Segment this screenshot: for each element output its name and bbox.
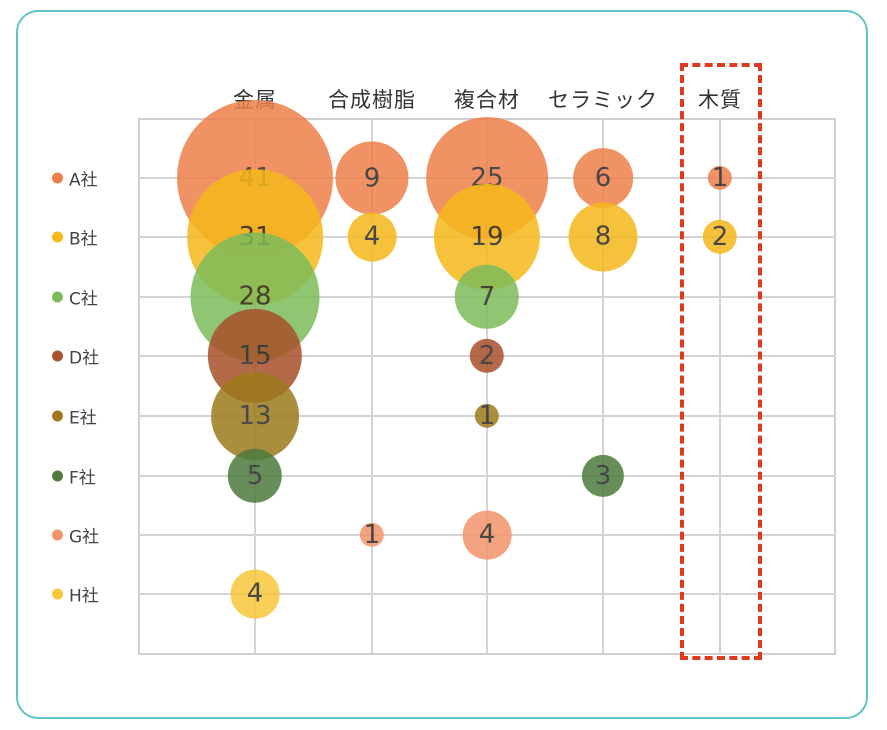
bubble: 3: [581, 454, 625, 498]
bubble: 1: [359, 520, 385, 551]
bubble: 1: [707, 163, 733, 194]
legend-item: B社: [52, 225, 98, 250]
bubble-value: 15: [238, 341, 272, 371]
bubble-value: 2: [478, 340, 496, 371]
legend-label: B社: [69, 229, 98, 250]
grid-hline: [138, 475, 836, 477]
bubble-value: 4: [363, 222, 381, 252]
grid-hline: [138, 593, 836, 595]
bubble: 4: [462, 510, 512, 560]
bubble-value: 1: [478, 401, 496, 432]
grid-vline: [486, 118, 488, 655]
legend-item: C社: [52, 285, 98, 310]
legend-label: H社: [69, 586, 99, 607]
bubble: 7: [454, 264, 520, 330]
legend-dot-icon: [52, 172, 63, 184]
bubble-value: 9: [363, 162, 381, 193]
bubble: 1: [474, 401, 500, 432]
legend-label: E社: [69, 408, 97, 429]
bubble: 2: [469, 338, 505, 374]
legend-item: A社: [52, 166, 98, 191]
bubble: 2: [702, 219, 738, 255]
highlight-box-wood: [680, 63, 762, 660]
legend-dot-icon: [52, 529, 63, 541]
column-header: 合成樹脂: [328, 88, 416, 112]
bubble: 4: [347, 212, 397, 262]
chart-card: [16, 10, 868, 719]
bubble-value: 5: [246, 461, 264, 491]
bubble-value: 19: [470, 222, 504, 252]
bubble-value: 8: [594, 222, 612, 252]
legend-label: D社: [69, 348, 100, 369]
grid-vline: [602, 118, 604, 655]
bubble-value: 28: [238, 282, 272, 312]
legend-dot-icon: [52, 410, 63, 422]
bubble-value: 13: [238, 400, 272, 431]
column-header: 複合材: [454, 88, 520, 112]
legend-dot-icon: [52, 291, 63, 303]
legend-item: D社: [52, 344, 99, 369]
legend-item: E社: [52, 404, 97, 429]
bubble-value: 4: [246, 579, 264, 609]
legend-label: G社: [69, 527, 100, 548]
legend-item: F社: [52, 464, 96, 489]
bubble: 6: [573, 148, 633, 208]
bubble: 8: [568, 202, 638, 272]
bubble-value: 1: [363, 520, 381, 551]
column-header: 木質: [698, 88, 742, 112]
legend-label: F社: [69, 468, 96, 489]
grid-vline: [371, 118, 373, 655]
bubble-value: 7: [478, 281, 496, 312]
bubble-value: 2: [711, 221, 729, 252]
legend-dot-icon: [52, 470, 63, 482]
legend-item: H社: [52, 582, 99, 607]
bubble: 4: [230, 569, 280, 619]
legend-item: G社: [52, 523, 99, 548]
bubble-value: 3: [594, 461, 612, 491]
legend-label: C社: [69, 289, 98, 310]
bubble: 9: [335, 141, 409, 215]
column-header: セラミック: [548, 88, 658, 112]
bubble: 5: [227, 448, 283, 504]
legend-dot-icon: [52, 350, 63, 362]
legend-dot-icon: [52, 231, 63, 243]
legend-dot-icon: [52, 588, 63, 600]
bubble-value: 1: [711, 163, 729, 194]
bubble-value: 4: [478, 520, 496, 550]
bubble-value: 6: [594, 162, 612, 193]
grid-vline: [719, 118, 721, 655]
bubble: 13: [211, 372, 299, 460]
legend-label: A社: [69, 170, 98, 191]
